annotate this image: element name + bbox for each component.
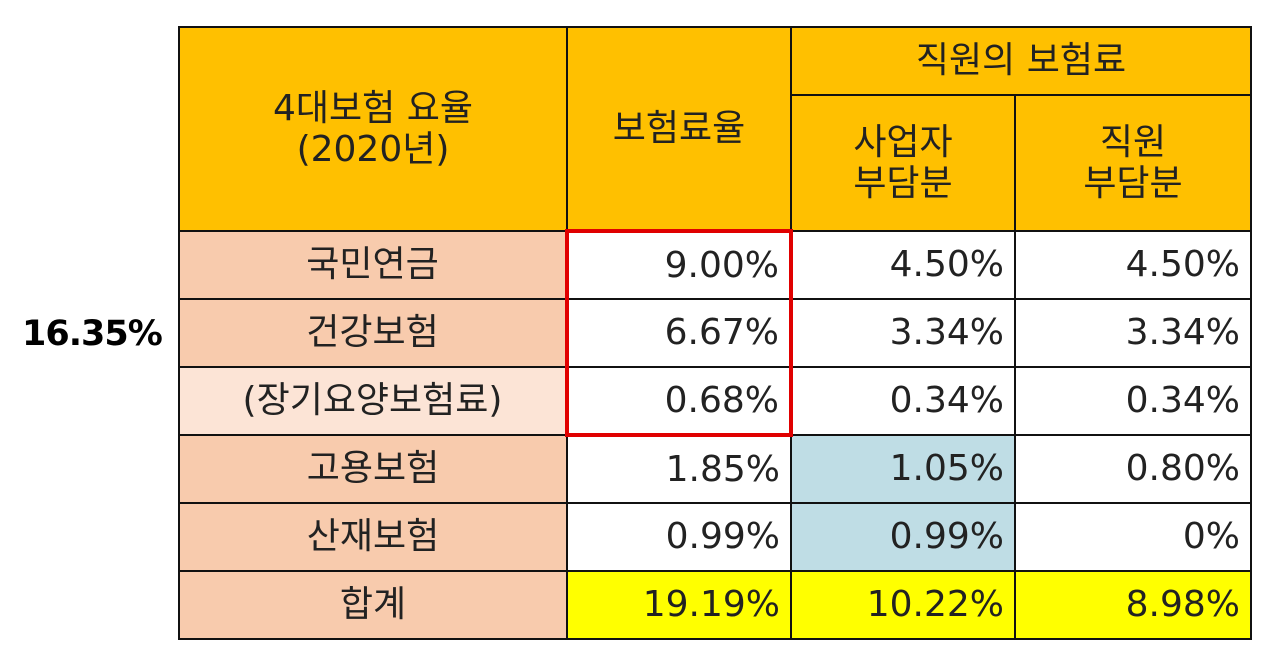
employer-cell: 0.34% [790, 366, 1016, 436]
table-row: 고용보험 1.85% 1.05% 0.80% [178, 434, 1253, 504]
employer-cell: 0.99% [790, 502, 1016, 572]
header-employee-share: 직원 부담분 [1013, 94, 1253, 232]
total-label: 합계 [178, 570, 568, 640]
insurance-rate-table: 4대보험 요율 (2020년) 보험료율 직원의 보험료 사업자 부담분 직원 … [178, 26, 1253, 640]
employee-cell: 3.34% [1013, 298, 1253, 368]
rate-cell: 0.68% [565, 366, 793, 437]
table-row: 건강보험 6.67% 3.34% 3.34% [178, 298, 1253, 368]
header-employer-share: 사업자 부담분 [790, 94, 1016, 232]
row-label: 고용보험 [178, 434, 568, 504]
employee-cell: 0% [1013, 502, 1253, 572]
rate-cell: 0.99% [566, 502, 792, 572]
employee-cell: 0.34% [1013, 366, 1253, 436]
row-label: 국민연금 [178, 230, 568, 300]
table-row: 국민연금 9.00% 4.50% 4.50% [178, 229, 1253, 300]
rate-cell: 6.67% [565, 298, 793, 368]
employee-cell: 4.50% [1013, 230, 1253, 300]
header-employee-premium: 직원의 보험료 [789, 26, 1253, 96]
table-row: 산재보험 0.99% 0.99% 0% [178, 502, 1253, 572]
header-category: 4대보험 요율 (2020년) [178, 26, 568, 232]
table-row: (장기요양보험료) 0.68% 0.34% 0.34% [178, 366, 1253, 437]
total-row: 합계 19.19% 10.22% 8.98% [178, 570, 1253, 640]
employee-cell: 0.80% [1013, 434, 1253, 504]
rate-cell: 1.85% [566, 434, 792, 504]
total-employee-cell: 8.98% [1013, 570, 1253, 640]
employer-cell: 1.05% [790, 434, 1016, 504]
employer-cell: 3.34% [790, 298, 1016, 368]
row-label: 건강보험 [178, 298, 568, 368]
total-rate-cell: 19.19% [566, 570, 792, 640]
total-employer-cell: 10.22% [790, 570, 1016, 640]
header-rate: 보험료율 [566, 26, 792, 232]
row-label: (장기요양보험료) [178, 366, 568, 436]
employer-cell: 4.50% [790, 230, 1016, 300]
rate-cell: 9.00% [565, 229, 793, 300]
sum-annotation: 16.35% [22, 314, 163, 354]
row-label: 산재보험 [178, 502, 568, 572]
